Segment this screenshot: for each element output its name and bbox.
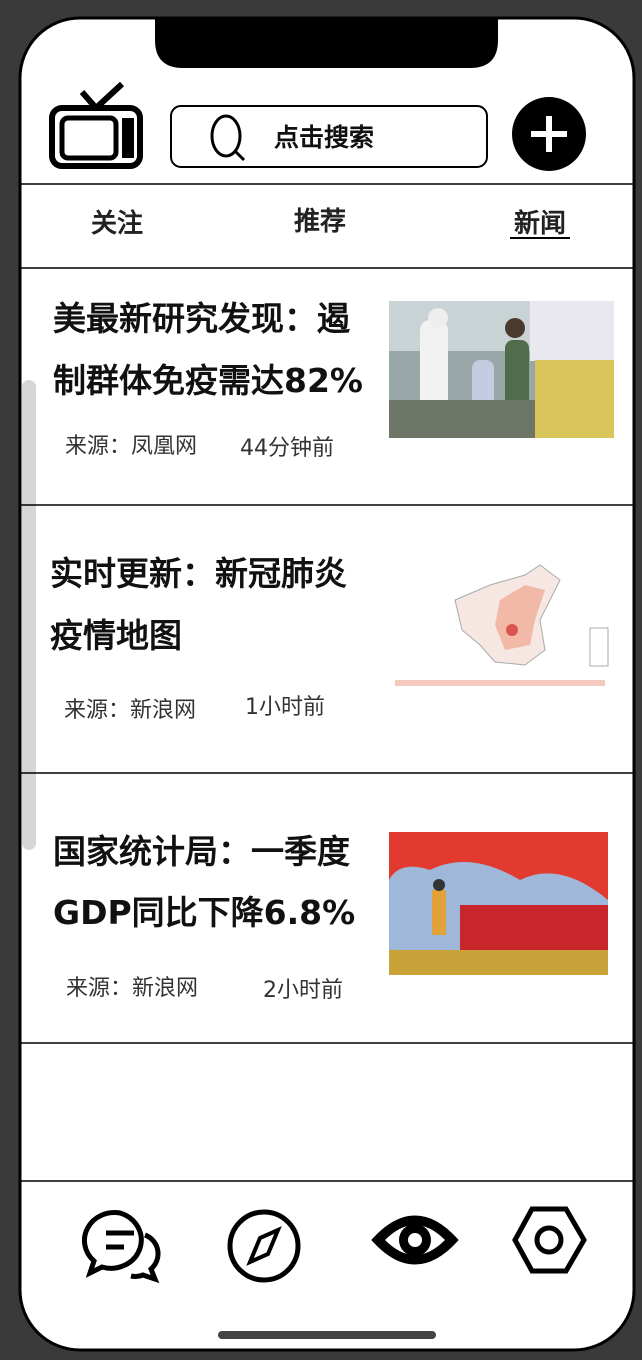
notch bbox=[155, 18, 498, 68]
scrollbar bbox=[22, 380, 36, 850]
news-source: 来源：凤凰网 bbox=[65, 434, 197, 459]
search-box[interactable] bbox=[170, 105, 488, 168]
nav-message[interactable] bbox=[82, 1210, 161, 1284]
news-title[interactable]: GDP同比下降6.8% bbox=[53, 893, 355, 932]
tv-icon bbox=[49, 81, 143, 169]
news-title[interactable]: 实时更新：新冠肺炎 bbox=[50, 554, 347, 593]
search-icon bbox=[210, 114, 246, 162]
search-placeholder: 点击搜索 bbox=[274, 123, 374, 152]
add-button[interactable] bbox=[512, 97, 586, 171]
home-indicator bbox=[218, 1331, 436, 1339]
news-title[interactable]: 制群体免疫需达82% bbox=[53, 361, 363, 400]
news-time: 44分钟前 bbox=[240, 436, 334, 461]
news-title[interactable]: 国家统计局：一季度 bbox=[53, 832, 350, 871]
news-source: 来源：新浪网 bbox=[64, 698, 196, 723]
tab[interactable]: 关注 bbox=[91, 208, 143, 239]
tab[interactable]: 推荐 bbox=[294, 207, 346, 237]
news-time: 2小时前 bbox=[263, 978, 343, 1003]
nav-settings[interactable] bbox=[512, 1206, 587, 1274]
news-image[interactable] bbox=[389, 832, 608, 975]
news-image[interactable] bbox=[389, 301, 614, 438]
news-image[interactable] bbox=[388, 560, 612, 692]
news-title[interactable]: 美最新研究发现：遏 bbox=[53, 299, 351, 338]
news-title[interactable]: 疫情地图 bbox=[50, 616, 182, 655]
news-time: 1小时前 bbox=[245, 695, 325, 720]
nav-discover[interactable] bbox=[227, 1209, 301, 1283]
tab-active[interactable]: 新闻 bbox=[514, 208, 566, 239]
news-source: 来源：新浪网 bbox=[66, 976, 198, 1001]
nav-watch[interactable] bbox=[371, 1215, 459, 1265]
